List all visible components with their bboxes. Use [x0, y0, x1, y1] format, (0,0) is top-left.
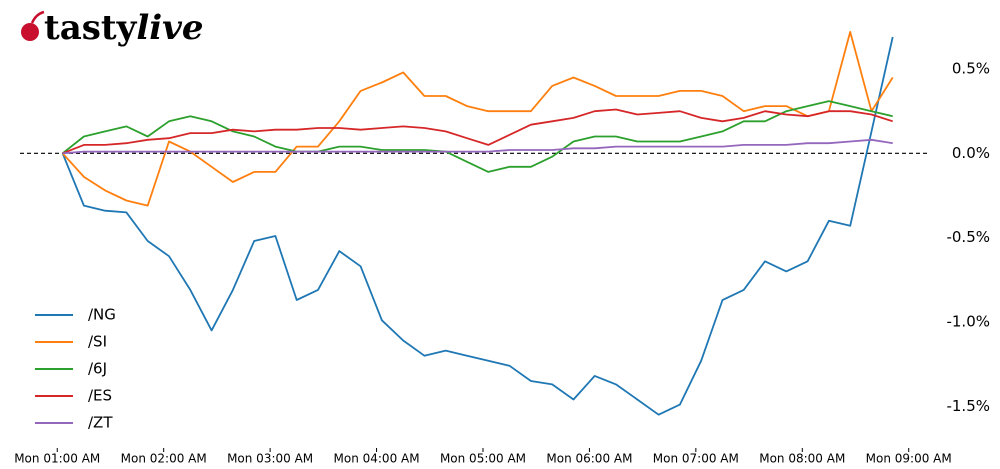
- legend-label: /6J: [88, 360, 107, 378]
- x-tick-label: Mon 04:00 AM: [334, 452, 420, 466]
- x-tick-label: Mon 07:00 AM: [653, 452, 739, 466]
- logo-live: live: [136, 8, 203, 48]
- series-line: [62, 100, 893, 173]
- logo-cherry: [21, 23, 39, 41]
- legend-label: /SI: [88, 333, 107, 351]
- logo: tastylive: [21, 8, 204, 48]
- y-tick-label: -1.0%: [946, 312, 990, 330]
- series-line: [62, 138, 893, 155]
- legend-label: /ZT: [88, 414, 113, 432]
- x-tick-label: Mon 01:00 AM: [14, 452, 100, 466]
- y-tick-label: -0.5%: [946, 228, 990, 246]
- x-tick-label: Mon 06:00 AM: [546, 452, 632, 466]
- x-tick-label: Mon 09:00 AM: [866, 452, 952, 466]
- logo-stem: [30, 10, 45, 24]
- x-tick-label: Mon 03:00 AM: [227, 452, 313, 466]
- series-line: [61, 36, 894, 416]
- legend-label: /ES: [88, 387, 112, 405]
- series-line: [61, 31, 894, 207]
- x-tick-label: Mon 08:00 AM: [759, 452, 845, 466]
- legend-label: /NG: [88, 306, 116, 324]
- series-line: [62, 108, 893, 155]
- y-tick-label: 0.0%: [952, 144, 990, 162]
- logo-tasty: tasty: [44, 8, 138, 48]
- x-tick-label: Mon 02:00 AM: [121, 452, 207, 466]
- y-tick-label: -1.5%: [946, 397, 990, 415]
- logo-text: tastylive: [44, 8, 204, 48]
- y-tick-label: 0.5%: [952, 60, 990, 78]
- x-tick-label: Mon 05:00 AM: [440, 452, 526, 466]
